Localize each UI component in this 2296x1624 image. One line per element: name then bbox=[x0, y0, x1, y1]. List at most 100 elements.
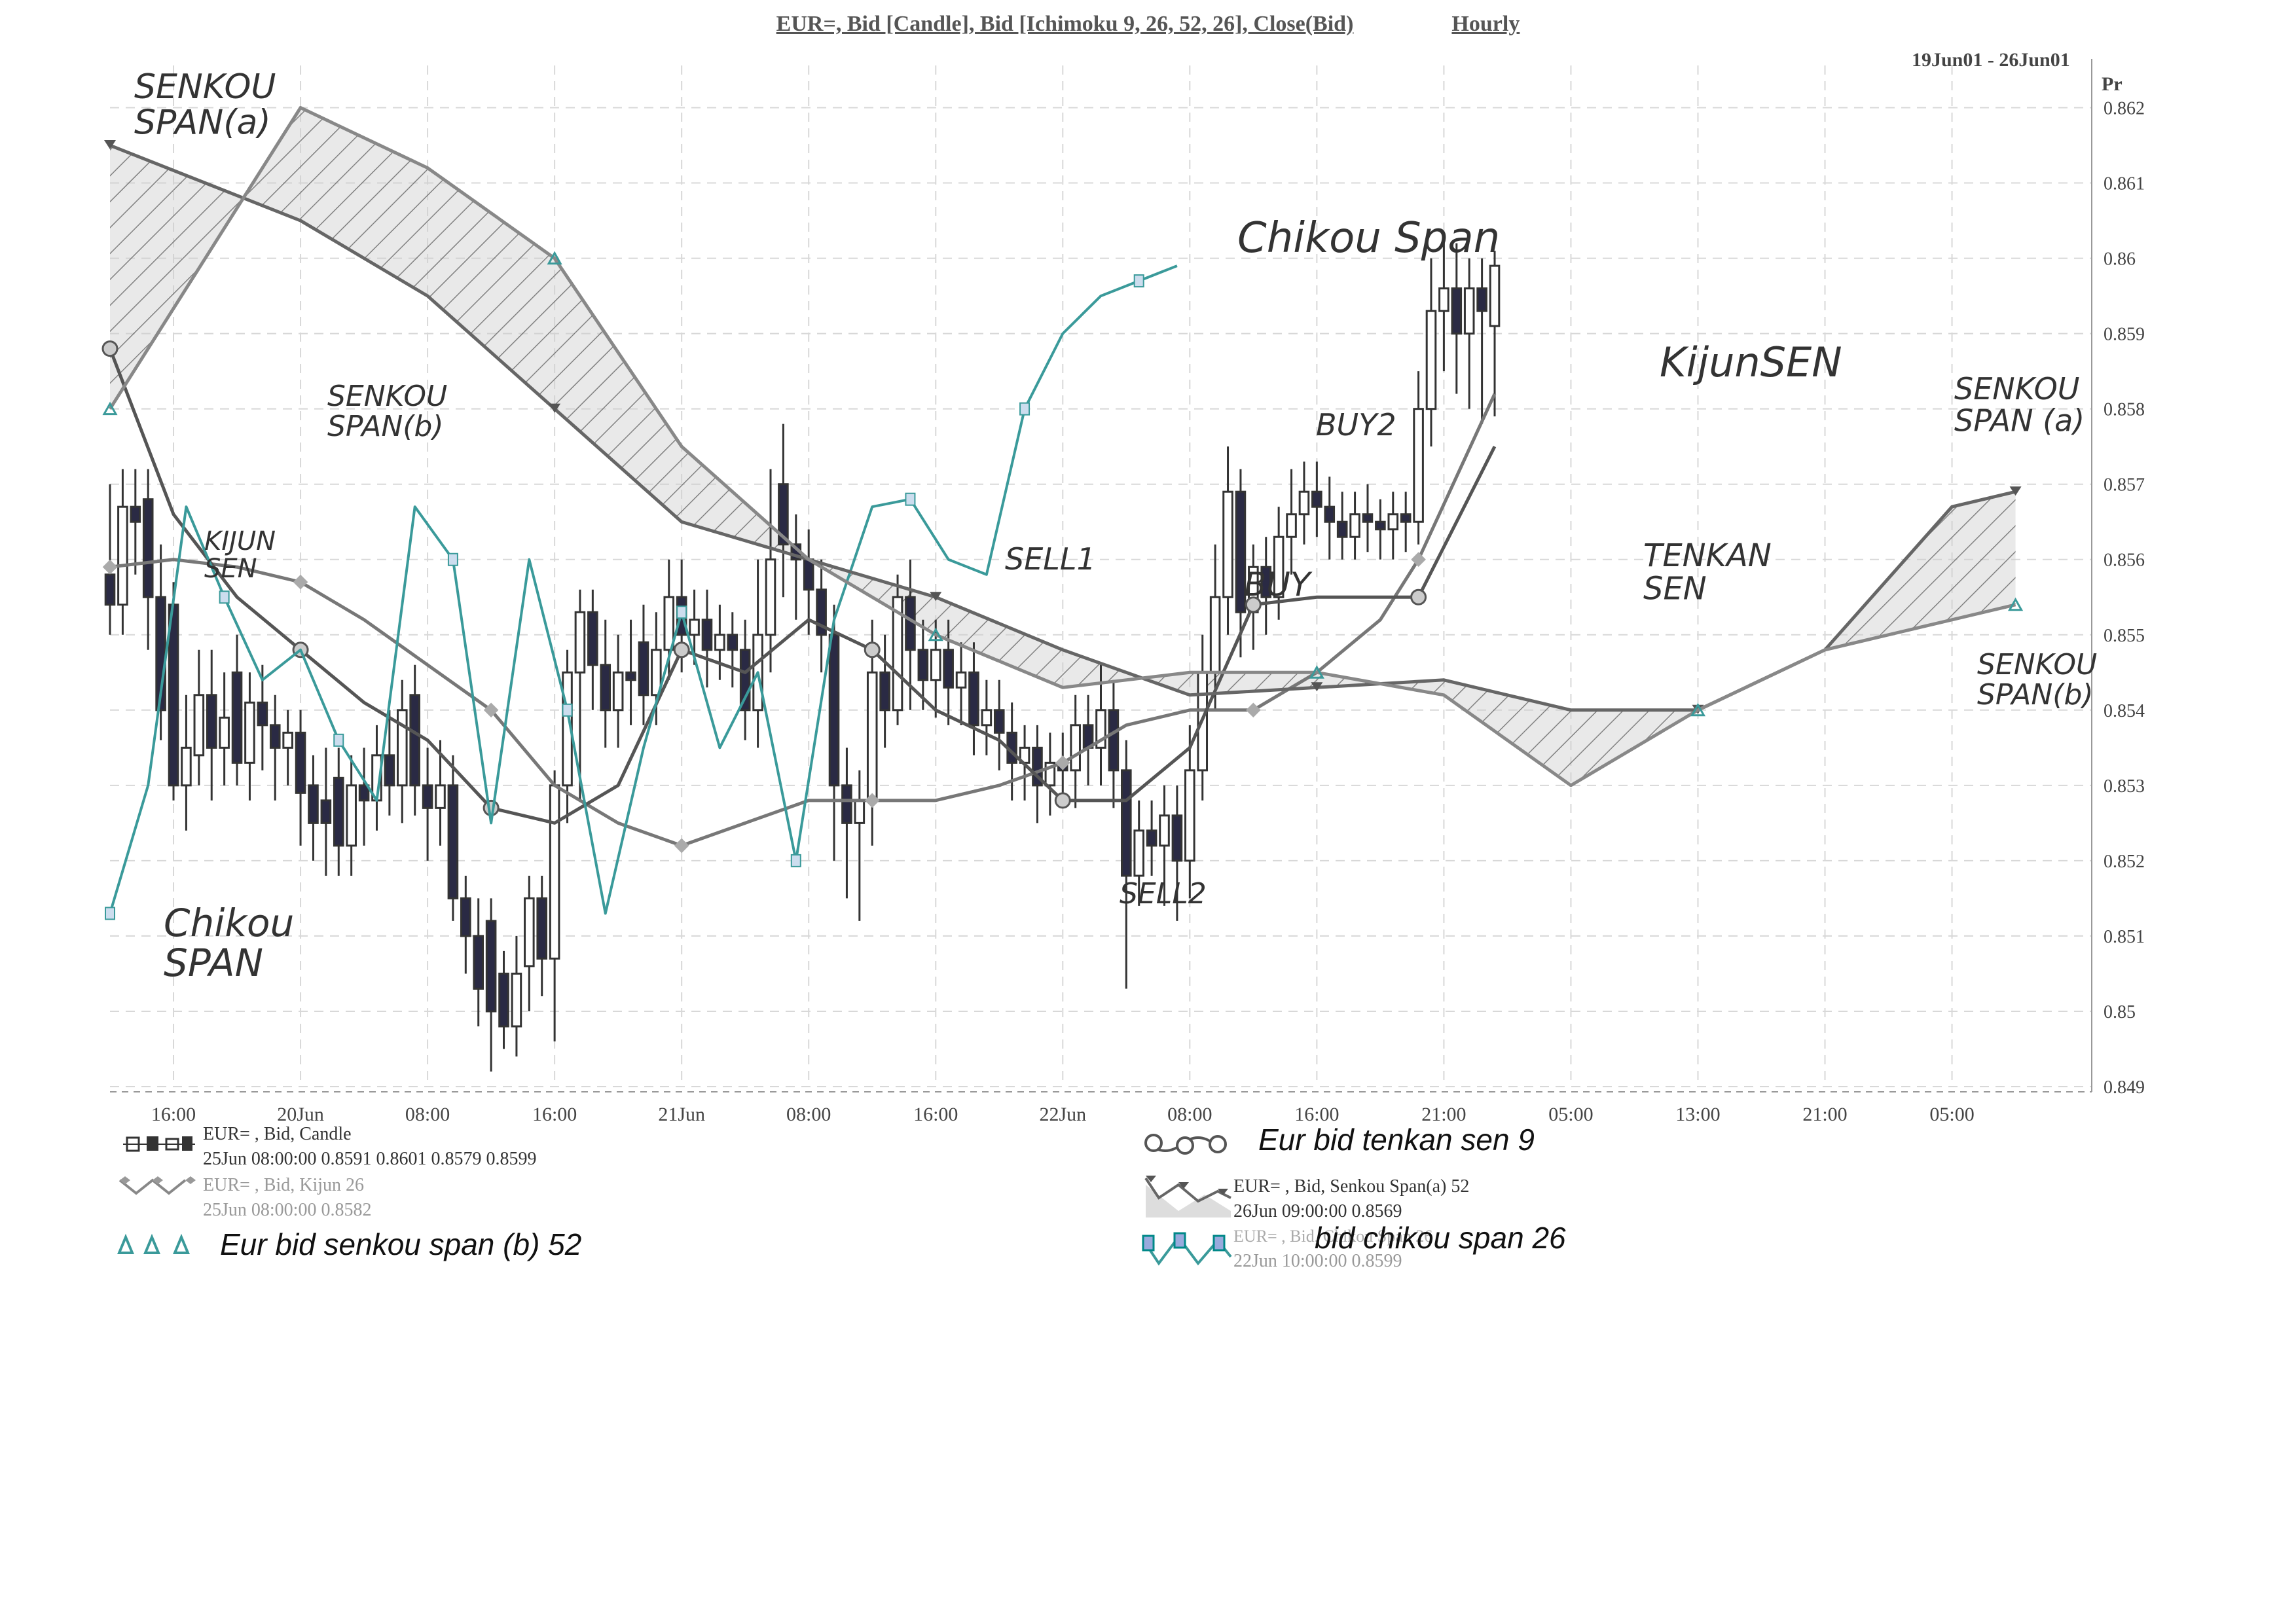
candle-body bbox=[663, 596, 675, 651]
candle-legend-swatch bbox=[123, 1131, 195, 1161]
x-tick-label: 16:00 bbox=[532, 1104, 577, 1125]
y-tick-label: 0.855 bbox=[2104, 626, 2145, 646]
annotation-sell1: SELL1 bbox=[1005, 541, 1096, 577]
y-tick-label: 0.85 bbox=[2104, 1002, 2136, 1022]
annotation-senkou-a-right: SENKOU bbox=[1954, 371, 2079, 406]
candle-body bbox=[142, 498, 154, 598]
tenkan-point bbox=[864, 641, 881, 659]
candles-group bbox=[104, 236, 1501, 1072]
annotation-tenkan-right: TENKAN bbox=[1643, 537, 1772, 574]
annotation-kijun-right: KijunSEN bbox=[1660, 338, 1842, 386]
candle-body bbox=[1298, 490, 1310, 516]
candle-body bbox=[231, 671, 243, 764]
chart-title-text: EUR=, Bid [Candle], Bid [Ichimoku 9, 26,… bbox=[776, 12, 1354, 36]
y-tick-label: 0.859 bbox=[2104, 325, 2145, 345]
candle-body bbox=[1260, 566, 1272, 598]
candle-body bbox=[435, 784, 446, 809]
candle-body bbox=[422, 784, 433, 809]
senkou-b-point bbox=[102, 401, 118, 416]
kijun-point bbox=[483, 702, 499, 718]
candle-body bbox=[473, 935, 484, 990]
tenkan-point bbox=[483, 799, 500, 816]
candle-body bbox=[892, 596, 903, 712]
senkou-b-point bbox=[2008, 597, 2024, 611]
series-line bbox=[109, 264, 1178, 915]
chikou-point bbox=[1019, 402, 1030, 416]
candle-body bbox=[1413, 408, 1424, 523]
candle-body bbox=[1336, 520, 1348, 538]
kijun-legend-swatch bbox=[117, 1170, 202, 1206]
candle-body bbox=[498, 972, 509, 1028]
candle-body bbox=[1184, 769, 1195, 862]
x-tick-label: 21:00 bbox=[1802, 1104, 1847, 1125]
timeframe-label: Hourly bbox=[1451, 12, 1520, 36]
senkou-b-legend-label: Eur bid senkou span (b) 52 bbox=[220, 1227, 582, 1261]
candle-body bbox=[943, 649, 954, 689]
chikou-legend-swatch bbox=[1139, 1224, 1237, 1273]
kijun-point bbox=[1246, 702, 1261, 718]
senkou-a-point bbox=[549, 403, 561, 413]
candle-body bbox=[879, 671, 890, 712]
candle-body bbox=[574, 611, 586, 674]
senkou-a-point bbox=[2009, 486, 2022, 496]
candle-body bbox=[625, 671, 636, 681]
candle-body bbox=[447, 784, 459, 899]
date-range: 19Jun01 - 26Jun01 bbox=[1912, 49, 2070, 71]
candle-body bbox=[1451, 287, 1463, 335]
chikou-legend-label: EUR= , Bid, Chikou Span 26 bbox=[1233, 1227, 1433, 1246]
tenkan-point bbox=[101, 340, 118, 357]
chart-axes: 0.862 0.861 0.86 0.859 0.858 0.857 0.856 0.855 0… bbox=[110, 59, 2145, 1125]
candle-body bbox=[587, 611, 598, 666]
candle-body bbox=[854, 799, 866, 824]
senkou-a-legend-value: 26Jun 09:00:00 0.8569 bbox=[1233, 1201, 1402, 1221]
candle-body bbox=[968, 671, 979, 727]
candle-body bbox=[130, 505, 141, 523]
candle-body bbox=[409, 694, 420, 787]
candle-body bbox=[828, 634, 840, 787]
annotation-kijun-left: SEN bbox=[204, 554, 257, 584]
candle-body bbox=[714, 634, 725, 651]
x-tick-label: 22Jun bbox=[1039, 1104, 1086, 1125]
candle-body bbox=[219, 716, 230, 749]
candle-body bbox=[485, 920, 497, 1013]
candle-body bbox=[1324, 505, 1336, 523]
y-tick-label: 0.86 bbox=[2104, 249, 2136, 270]
candle-body bbox=[1222, 490, 1233, 598]
senkou-b-legend-swatch bbox=[113, 1231, 204, 1260]
annotation-buy1: BUY bbox=[1244, 566, 1313, 604]
annotation-senkou-a-right: SPAN (a) bbox=[1954, 403, 2085, 438]
candle-body bbox=[117, 505, 128, 606]
chikou-point bbox=[905, 492, 916, 506]
candle-body bbox=[701, 619, 713, 651]
y-tick-label: 0.854 bbox=[2104, 701, 2145, 721]
tenkan-point bbox=[1054, 792, 1071, 809]
y-tick-label: 0.856 bbox=[2104, 550, 2145, 571]
candle-body bbox=[244, 701, 255, 764]
y-tick-label: 0.858 bbox=[2104, 400, 2145, 420]
candle-body bbox=[104, 573, 116, 606]
candle-body bbox=[358, 784, 370, 802]
y-axis-label: Pr bbox=[2102, 73, 2123, 95]
candle-body bbox=[1286, 513, 1297, 538]
y-tick-label: 0.857 bbox=[2104, 475, 2145, 496]
candle-body bbox=[1171, 814, 1183, 862]
chikou-point bbox=[676, 605, 687, 619]
candle-body bbox=[524, 897, 535, 967]
kijun-point bbox=[293, 574, 308, 590]
annotation-senkou-a-left: SPAN(a) bbox=[134, 103, 271, 143]
tenkan-point bbox=[1245, 596, 1262, 613]
candle-body bbox=[917, 649, 929, 681]
chikou-point bbox=[105, 907, 115, 920]
candle-body bbox=[1235, 490, 1247, 613]
candle-body bbox=[1489, 264, 1501, 327]
annotation-chikou-top: Chikou Span bbox=[1237, 214, 1500, 262]
candle-body bbox=[689, 619, 700, 636]
candle-body bbox=[384, 754, 395, 787]
candle-body bbox=[727, 634, 738, 651]
candle-body bbox=[1209, 596, 1221, 674]
candle-body bbox=[308, 784, 319, 824]
tenkan-point bbox=[673, 641, 690, 659]
x-tick-label: 16:00 bbox=[151, 1104, 196, 1125]
candle-body bbox=[1146, 829, 1157, 847]
candle-body bbox=[460, 897, 471, 937]
